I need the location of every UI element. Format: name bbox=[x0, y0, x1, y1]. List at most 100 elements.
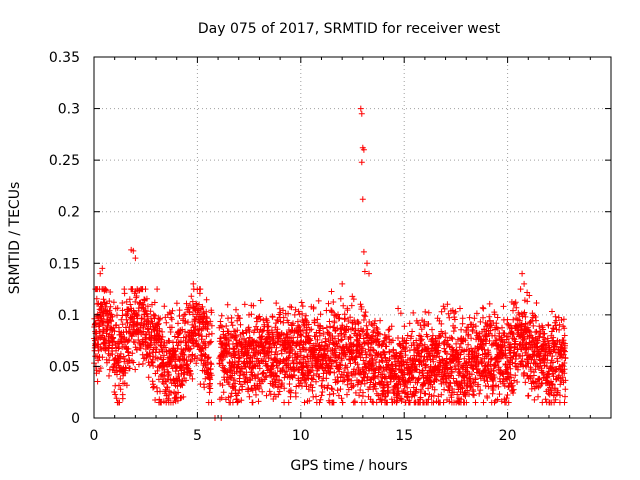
data-point bbox=[527, 373, 534, 380]
data-point bbox=[316, 356, 322, 363]
data-point bbox=[224, 301, 231, 308]
data-point bbox=[383, 343, 390, 350]
data-point bbox=[505, 333, 512, 340]
data-point bbox=[527, 318, 534, 325]
data-point bbox=[292, 393, 299, 400]
data-point bbox=[456, 358, 463, 365]
data-point bbox=[254, 318, 260, 325]
data-point bbox=[208, 309, 215, 316]
data-point bbox=[204, 326, 211, 333]
data-point bbox=[357, 105, 364, 112]
data-point bbox=[248, 311, 255, 318]
data-point bbox=[524, 298, 531, 305]
data-point bbox=[150, 362, 157, 369]
data-point bbox=[459, 315, 466, 322]
data-point bbox=[501, 342, 508, 349]
data-point bbox=[243, 374, 250, 381]
data-point bbox=[159, 328, 166, 335]
data-point bbox=[317, 311, 324, 318]
data-point bbox=[358, 110, 365, 117]
data-point bbox=[358, 303, 365, 310]
data-point bbox=[129, 350, 136, 357]
data-point bbox=[332, 312, 339, 319]
data-point bbox=[263, 392, 270, 399]
data-point bbox=[495, 383, 502, 390]
y-tick-label: 0.25 bbox=[49, 153, 80, 169]
data-point bbox=[288, 373, 295, 380]
data-point bbox=[316, 330, 323, 337]
data-point bbox=[327, 323, 334, 330]
data-point bbox=[232, 351, 239, 358]
data-point bbox=[183, 377, 189, 384]
data-point bbox=[314, 336, 321, 343]
data-point bbox=[167, 389, 174, 396]
data-point bbox=[363, 354, 370, 361]
data-point bbox=[168, 316, 175, 323]
data-point bbox=[418, 336, 425, 343]
data-point bbox=[339, 399, 346, 406]
data-point bbox=[274, 365, 281, 371]
data-point bbox=[406, 347, 413, 354]
data-point bbox=[449, 385, 456, 392]
y-tick-label: 0.15 bbox=[49, 256, 80, 272]
data-point bbox=[151, 299, 158, 306]
data-point bbox=[342, 353, 349, 360]
data-point bbox=[350, 382, 357, 389]
data-point bbox=[377, 331, 383, 338]
data-point bbox=[313, 393, 319, 400]
data-point bbox=[114, 305, 121, 312]
data-point bbox=[562, 348, 568, 355]
data-point bbox=[331, 318, 338, 325]
data-point bbox=[507, 365, 514, 372]
data-point bbox=[332, 335, 338, 342]
data-point bbox=[425, 385, 432, 392]
data-point bbox=[410, 374, 417, 381]
data-point bbox=[106, 372, 112, 379]
data-point bbox=[130, 247, 137, 254]
data-point bbox=[275, 391, 282, 398]
data-point bbox=[418, 326, 425, 333]
data-point bbox=[208, 322, 215, 329]
data-point bbox=[457, 370, 464, 377]
data-point bbox=[170, 399, 177, 406]
data-point bbox=[538, 380, 545, 387]
data-point bbox=[562, 377, 569, 384]
data-point bbox=[217, 322, 224, 329]
data-point bbox=[337, 386, 344, 393]
data-point bbox=[512, 363, 519, 370]
data-point bbox=[146, 350, 153, 357]
data-point bbox=[560, 316, 567, 323]
data-point bbox=[449, 368, 455, 375]
data-point bbox=[300, 327, 306, 334]
data-point bbox=[158, 336, 165, 343]
data-point bbox=[551, 392, 557, 399]
data-point bbox=[336, 315, 343, 321]
data-point bbox=[487, 327, 494, 334]
data-point bbox=[562, 393, 568, 400]
data-point bbox=[235, 390, 242, 397]
data-point bbox=[163, 319, 170, 326]
data-point bbox=[248, 369, 255, 376]
data-point bbox=[465, 331, 472, 338]
data-point bbox=[185, 353, 192, 360]
data-point bbox=[342, 329, 349, 336]
data-point bbox=[523, 363, 530, 370]
data-point bbox=[442, 330, 449, 337]
data-point bbox=[164, 384, 171, 391]
data-point bbox=[476, 333, 483, 340]
x-tick-label: 10 bbox=[292, 428, 310, 444]
data-point bbox=[258, 333, 265, 340]
data-point bbox=[451, 363, 458, 370]
data-point bbox=[554, 387, 561, 394]
data-point bbox=[180, 334, 187, 341]
data-point bbox=[302, 339, 309, 346]
data-point bbox=[243, 329, 250, 336]
data-point bbox=[451, 316, 458, 323]
data-point bbox=[126, 365, 133, 372]
data-point bbox=[155, 320, 162, 327]
data-point bbox=[540, 345, 546, 352]
data-point bbox=[218, 357, 225, 364]
data-point bbox=[106, 298, 113, 305]
data-point bbox=[554, 358, 561, 365]
data-point bbox=[416, 375, 422, 382]
